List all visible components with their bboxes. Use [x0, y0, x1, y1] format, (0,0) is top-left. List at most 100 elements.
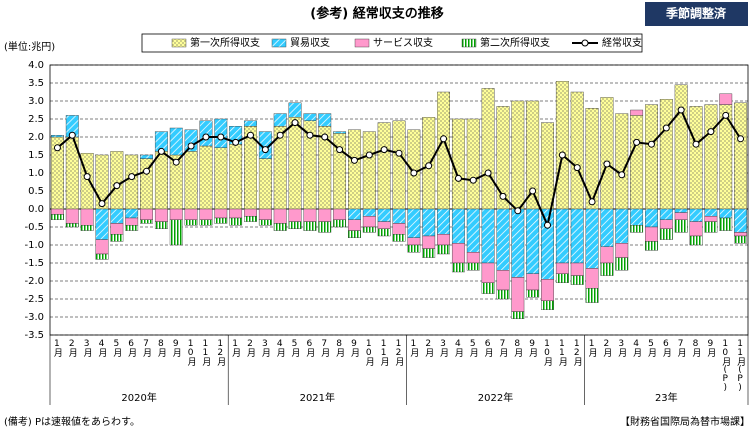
bar-segment — [630, 115, 644, 210]
bar-segment — [95, 253, 109, 260]
bar-segment — [333, 219, 347, 228]
bar-segment — [140, 208, 153, 221]
bar-segment — [214, 217, 228, 224]
bar-segment — [407, 208, 421, 238]
bar-segment — [734, 208, 748, 233]
bar-segment — [541, 122, 554, 210]
bar-segment — [229, 217, 243, 226]
x-tick-label: 2月 — [245, 339, 256, 358]
bar-segment — [659, 228, 673, 240]
line-marker — [172, 158, 180, 166]
x-tick-label: 7月 — [497, 339, 508, 358]
bar-segment — [348, 129, 361, 210]
legend-swatch — [271, 38, 287, 48]
legend-swatch — [461, 38, 477, 48]
x-tick-label: 8月 — [156, 339, 167, 358]
line-marker — [98, 200, 106, 208]
bar-segment — [422, 248, 436, 258]
bar-segment — [600, 208, 614, 247]
bar-segment — [318, 208, 332, 222]
line-marker — [128, 173, 136, 181]
x-tick-label: 9月 — [349, 339, 360, 358]
x-tick-label: 6月 — [483, 339, 494, 358]
bar-segment — [555, 80, 569, 210]
bar-segment — [466, 251, 480, 264]
x-tick-label: 6月 — [661, 339, 672, 358]
bar-segment — [615, 113, 629, 210]
line-marker — [187, 142, 195, 150]
bar-segment — [555, 262, 569, 275]
bar-segment — [600, 97, 614, 210]
bar-segment — [407, 129, 421, 210]
bar-segment — [199, 208, 213, 221]
badge-box — [645, 2, 748, 26]
bar-segment — [184, 208, 198, 221]
x-tick-label: 8月 — [512, 339, 523, 358]
x-tick-label: 3月 — [438, 339, 449, 358]
x-tick-label: 10月 — [364, 339, 375, 367]
line-marker — [558, 151, 566, 159]
bar-segment — [541, 208, 554, 280]
line-marker — [469, 176, 477, 184]
x-tick-label: 11月 — [379, 339, 390, 367]
x-tick-label: 8月 — [334, 339, 345, 358]
legend-label: 第一次所得収支 — [190, 36, 260, 49]
bar-segment — [704, 221, 718, 233]
x-tick-label: 12月 — [215, 339, 226, 367]
bar-segment — [288, 116, 302, 210]
bar-segment — [585, 268, 599, 289]
x-tick-label: 12月 — [394, 339, 405, 367]
bar-segment — [273, 208, 287, 224]
bar-segment — [377, 228, 391, 237]
line-marker — [618, 171, 626, 179]
x-tick-label: 7月 — [319, 339, 330, 358]
bar-segment — [541, 279, 554, 302]
bar-segment — [110, 233, 124, 242]
bar-segment — [244, 208, 257, 217]
bar-segment — [481, 88, 495, 210]
bar-segment — [645, 241, 658, 251]
bar-segment — [65, 208, 79, 224]
line-marker — [544, 221, 552, 229]
bar-segment — [481, 208, 495, 264]
bar-segment — [422, 208, 436, 237]
bar-segment — [451, 242, 465, 264]
bar-segment — [437, 208, 450, 235]
line-marker — [217, 133, 225, 141]
bar-segment — [734, 102, 748, 210]
x-tick-label: 10月(P) — [720, 339, 731, 392]
x-tick-label: 7月 — [141, 339, 152, 358]
bar-segment — [674, 219, 688, 233]
x-tick-label: 9月 — [527, 339, 538, 358]
legend-marker — [581, 39, 589, 47]
bar-segment — [154, 151, 168, 210]
bar-segment — [392, 223, 406, 235]
bar-segment — [65, 223, 79, 228]
bar-segment — [437, 233, 450, 246]
bar-segment — [258, 219, 272, 226]
bar-segment — [526, 273, 540, 291]
x-tick-label: 5月 — [290, 339, 301, 358]
bar-segment — [645, 226, 658, 242]
x-tick-label: 1月 — [230, 339, 241, 358]
x-tick-label: 1月 — [587, 339, 598, 358]
bar-segment — [244, 120, 257, 127]
y-tick-label: 0.5 — [28, 186, 44, 197]
bar-segment — [169, 208, 183, 221]
bar-segment — [125, 208, 139, 219]
bar-segment — [229, 208, 243, 219]
line-marker — [707, 128, 715, 136]
line-marker — [380, 146, 388, 154]
bar-segment — [50, 134, 64, 138]
chart-title: (参考) 経常収支の推移 — [310, 6, 443, 22]
badge: 季節調整済 — [665, 6, 727, 21]
x-tick-label: 5月 — [111, 339, 122, 358]
line-marker — [143, 167, 151, 175]
bar-segment — [615, 242, 629, 258]
line-marker — [276, 131, 284, 139]
bar-segment — [451, 262, 465, 273]
bar-segment — [95, 239, 109, 255]
bar-segment — [674, 208, 688, 213]
bar-segment — [630, 224, 644, 233]
